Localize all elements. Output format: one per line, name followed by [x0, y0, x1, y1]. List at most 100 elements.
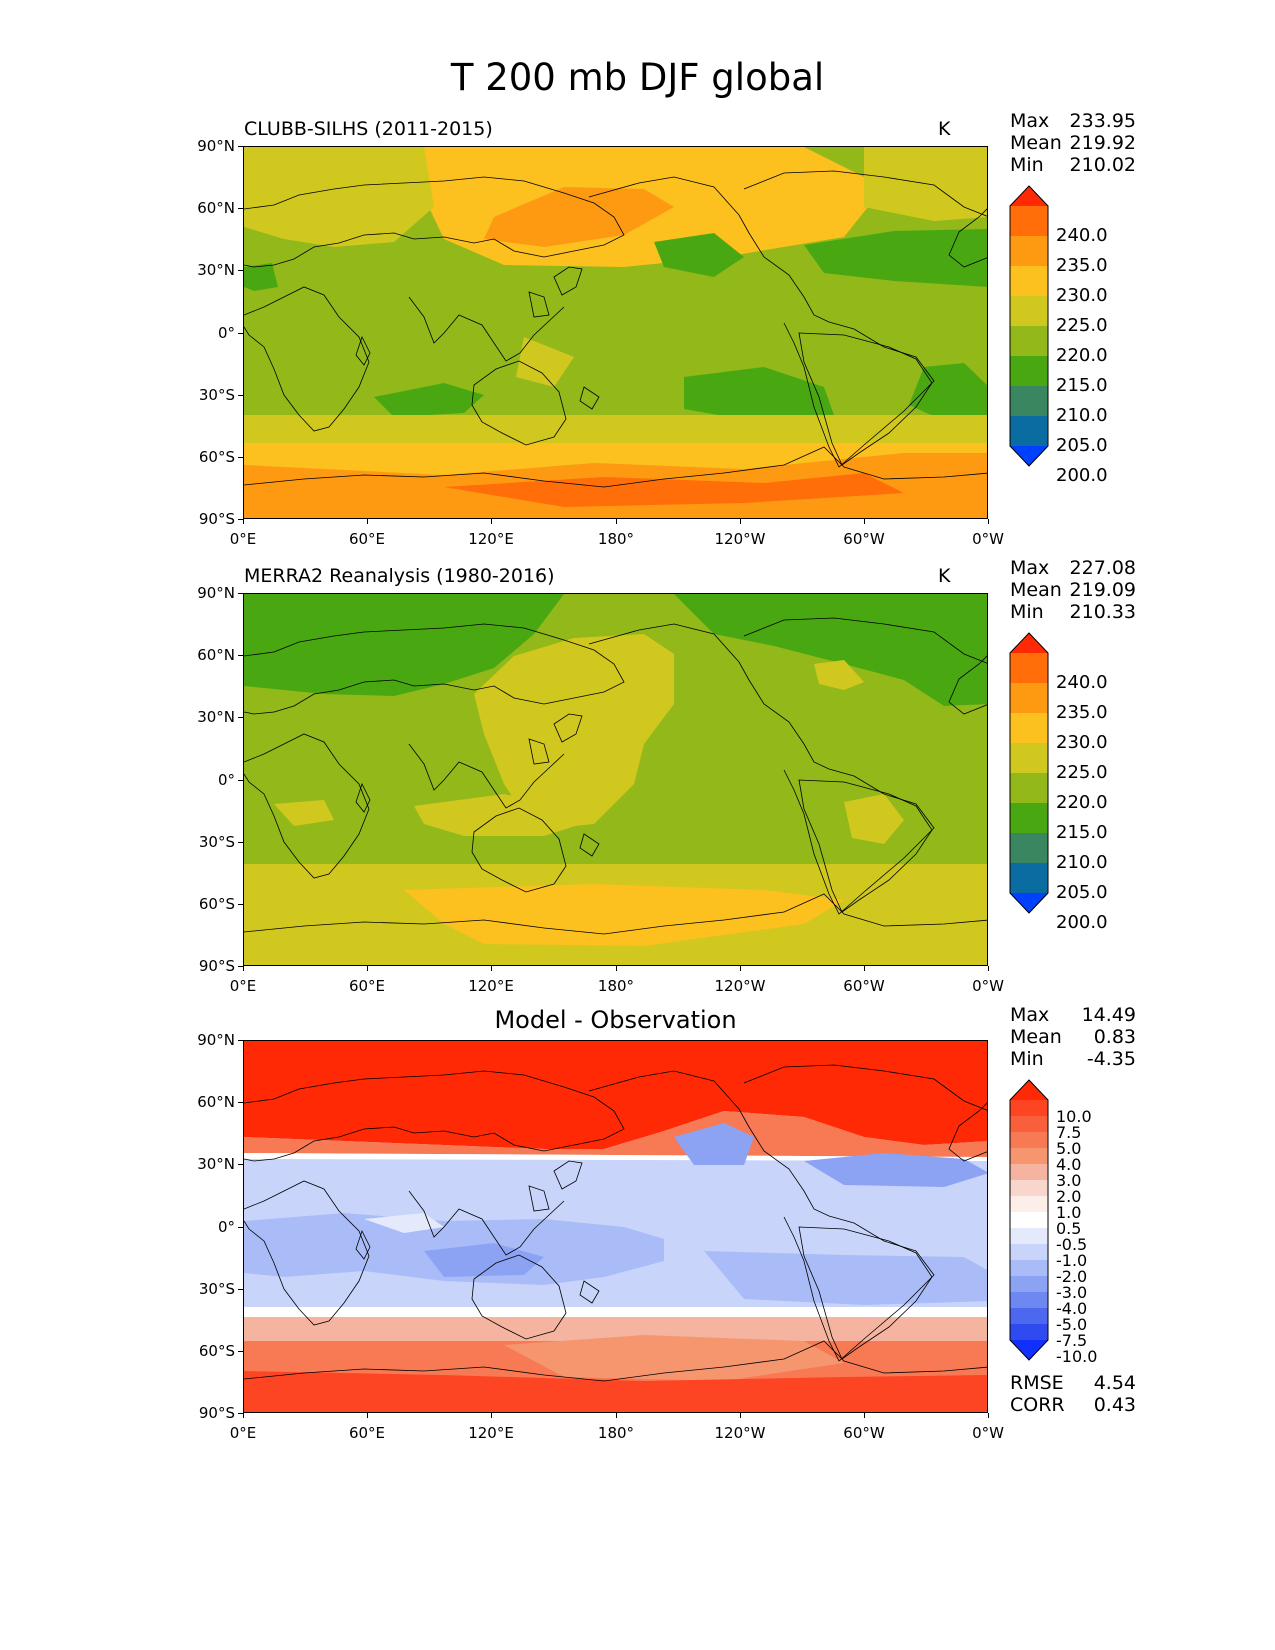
colorbar-segment — [1010, 1260, 1048, 1277]
contour-region — [244, 147, 434, 247]
contour-region — [374, 383, 484, 417]
contour-region — [654, 233, 744, 277]
colorbar-segment — [1010, 296, 1048, 327]
colorbar-segment — [1010, 1244, 1048, 1261]
coastline — [588, 1070, 935, 1362]
stat-label: Max — [1010, 110, 1050, 132]
coastline — [244, 733, 370, 879]
colorbar-segment — [1010, 326, 1048, 357]
colorbar-segment — [1010, 683, 1048, 714]
stat-row: Max 14.49 — [1010, 1004, 1136, 1026]
colorbar-segment — [1010, 186, 1048, 206]
contour-region — [804, 1153, 987, 1187]
colorbar-tick-label: -7.5 — [1056, 1331, 1088, 1350]
lon-tick — [616, 966, 617, 971]
coastline — [408, 296, 565, 362]
stat-label: Min — [1010, 601, 1044, 623]
contour-region — [484, 187, 674, 247]
colorbar-segment — [1010, 633, 1048, 653]
colorbar-tick-label: -2.0 — [1056, 1267, 1088, 1286]
lon-tick — [740, 519, 741, 524]
colorbar-segment — [1010, 1228, 1048, 1245]
coastline — [743, 617, 987, 664]
colorbar — [1009, 185, 1049, 467]
lon-tick — [616, 1413, 617, 1418]
lon-tick-label: 180° — [597, 1424, 635, 1442]
lon-tick-label: 120°E — [468, 977, 514, 995]
colorbar-tick-label: 230.0 — [1056, 285, 1108, 306]
lon-tick-label: 60°E — [348, 977, 386, 995]
lat-tick-label: 0° — [217, 771, 235, 789]
coastline — [471, 1254, 567, 1340]
colorbar-outline — [1009, 632, 1049, 914]
contour-region — [674, 594, 987, 706]
colorbar-tick-label: 4.0 — [1056, 1155, 1082, 1174]
lon-tick-label: 60°E — [348, 530, 386, 548]
lon-tick-label: 0°E — [229, 977, 257, 995]
lon-tick-label: 180° — [597, 530, 635, 548]
colorbar-segment — [1010, 1080, 1048, 1100]
colorbar-tick-label: 215.0 — [1056, 375, 1108, 396]
contour-region — [414, 794, 594, 836]
contour-region — [804, 229, 987, 287]
stat-row: Min 210.02 — [1010, 154, 1136, 176]
colorbar-tick-label: 230.0 — [1056, 732, 1108, 753]
colorbar-outline — [1009, 1079, 1049, 1361]
lat-tick-label: 90°S — [198, 510, 235, 528]
lat-tick-label: 30°N — [197, 261, 235, 279]
colorbar-segment — [1010, 1164, 1048, 1181]
stat-row: Mean 0.83 — [1010, 1026, 1136, 1048]
lon-tick-label: 0°W — [972, 530, 1004, 548]
stat-label: Mean — [1010, 579, 1062, 601]
colorbar-segment — [1010, 1132, 1048, 1149]
lat-tick — [238, 146, 243, 147]
lon-tick-label: 120°W — [714, 530, 766, 548]
stat-value: 233.95 — [1069, 110, 1136, 132]
stat-value: 0.43 — [1093, 1394, 1136, 1416]
coastline — [528, 1185, 550, 1212]
lon-tick — [864, 519, 865, 524]
lat-tick — [238, 395, 243, 396]
coastline — [471, 807, 567, 893]
stat-label: Max — [1010, 557, 1050, 579]
contour-region — [814, 660, 864, 690]
stat-value: 4.54 — [1093, 1372, 1136, 1394]
colorbar-tick-label: -10.0 — [1056, 1347, 1098, 1366]
lon-tick-label: 120°E — [468, 1424, 514, 1442]
colorbar-outline — [1009, 185, 1049, 467]
stat-row: RMSE 4.54 — [1010, 1372, 1136, 1394]
colorbar-tick-label: -3.0 — [1056, 1283, 1088, 1302]
lat-tick — [238, 333, 243, 334]
contour-region — [244, 594, 564, 696]
colorbar-segment — [1010, 1308, 1048, 1325]
colorbar-tick-label: 210.0 — [1056, 852, 1108, 873]
coastline — [528, 738, 550, 765]
coastline — [553, 1160, 583, 1190]
coastline — [244, 446, 987, 488]
lat-tick-label: 30°S — [198, 1280, 235, 1298]
contour-region — [244, 1307, 987, 1317]
lat-tick-label: 0° — [217, 1218, 235, 1236]
colorbar-segment — [1010, 386, 1048, 417]
stat-value: -4.35 — [1086, 1048, 1136, 1070]
lon-tick-label: 60°E — [348, 1424, 386, 1442]
lat-tick-label: 60°S — [198, 895, 235, 913]
coastline — [798, 779, 933, 913]
colorbar-tick-label: -1.0 — [1056, 1251, 1088, 1270]
stat-value: 219.92 — [1069, 132, 1136, 154]
coastline — [471, 360, 567, 446]
contour-region — [684, 367, 834, 423]
colorbar-tick-label: 5.0 — [1056, 1139, 1082, 1158]
coastline — [948, 208, 987, 268]
lon-tick-label: 120°W — [714, 977, 766, 995]
coastline — [798, 332, 933, 466]
coastline — [355, 1229, 371, 1260]
colorbar-tick-label: 235.0 — [1056, 702, 1108, 723]
lon-tick — [491, 1413, 492, 1418]
lat-tick — [238, 966, 243, 967]
lat-tick — [238, 904, 243, 905]
colorbar-tick-label: 7.5 — [1056, 1123, 1082, 1142]
lat-tick-label: 30°N — [197, 708, 235, 726]
coastline — [355, 335, 371, 366]
colorbar-tick-label: 1.0 — [1056, 1203, 1082, 1222]
